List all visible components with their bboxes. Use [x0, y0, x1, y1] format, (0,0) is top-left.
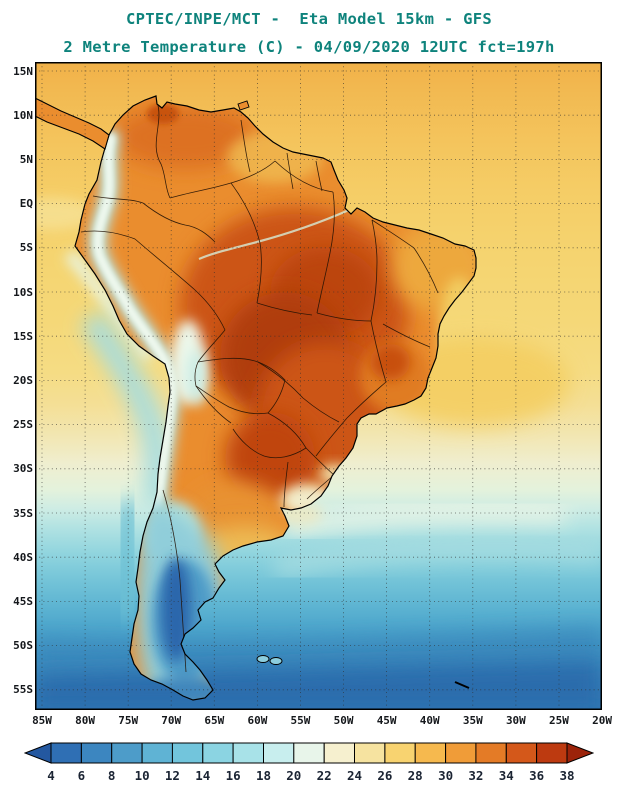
country-state-borders — [80, 101, 439, 673]
temperature-colorbar: 4 6 8 10 12 14 16 18 20 22 24 26 28 30 32 34 36 38 — [23, 742, 595, 788]
lat-label-30S: 30S — [13, 462, 33, 476]
lat-label-45S: 45S — [13, 594, 33, 608]
falkland-islands — [256, 655, 283, 665]
panama-isthmus — [34, 97, 110, 150]
lat-label-55S: 55S — [13, 683, 33, 697]
lon-label-85W: 85W — [32, 714, 52, 727]
map-title-line1: CPTEC/INPE/MCT - Eta Model 15km - GFS — [125, 10, 492, 28]
latlon-grid — [35, 62, 603, 710]
colorbar-tick-label: 24 — [347, 768, 362, 783]
colorbar-tick-label: 36 — [529, 768, 544, 783]
lat-label-10N: 10N — [13, 108, 33, 122]
lon-label-80W: 80W — [75, 714, 96, 727]
colorbar-tick-label: 22 — [317, 768, 332, 783]
colorbar-tick-label: 14 — [195, 768, 210, 783]
colorbar-tick-label: 12 — [165, 768, 180, 783]
lat-label-15S: 15S — [13, 329, 33, 343]
lat-label-EQ: EQ — [19, 197, 33, 211]
lon-label-45W: 45W — [376, 714, 397, 727]
lat-label-15N: 15N — [13, 64, 33, 78]
lon-label-25W: 25W — [549, 714, 569, 727]
lat-label-25S: 25S — [13, 418, 33, 432]
colorbar-tick-label: 10 — [135, 768, 150, 783]
colorbar-tick-label: 38 — [559, 768, 574, 783]
colorbar-tick-label: 30 — [438, 768, 453, 783]
lon-label-75W: 75W — [118, 714, 139, 727]
lon-label-55W: 55W — [290, 714, 311, 727]
temperature-map — [34, 62, 603, 710]
lon-label-35W: 35W — [462, 714, 483, 727]
colorbar-tick-label: 6 — [78, 768, 86, 783]
lat-label-40S: 40S — [13, 550, 33, 564]
lon-label-50W: 50W — [333, 714, 354, 727]
colorbar-tick-label: 32 — [468, 768, 483, 783]
trinidad-island — [237, 100, 250, 111]
lat-label-5N: 5N — [19, 152, 33, 166]
lon-label-40W: 40W — [419, 714, 440, 727]
map-border-frame — [35, 62, 602, 710]
colorbar-tick-label: 16 — [226, 768, 241, 783]
lon-label-20W: 20W — [592, 714, 612, 727]
lat-label-20S: 20S — [13, 373, 33, 387]
colorbar-tick-label: 18 — [256, 768, 271, 783]
lat-label-5S: 5S — [19, 241, 33, 255]
colorbar-tick-label: 4 — [47, 768, 55, 783]
south-georgia-island — [454, 681, 470, 689]
lon-label-65W: 65W — [204, 714, 225, 727]
lat-label-35S: 35S — [13, 506, 33, 520]
colorbar-tick-label: 26 — [377, 768, 392, 783]
map-frame — [34, 62, 603, 710]
colorbar-tick-label: 34 — [499, 768, 514, 783]
lon-label-60W: 60W — [247, 714, 268, 727]
lon-label-70W: 70W — [161, 714, 182, 727]
lat-label-10S: 10S — [13, 285, 33, 299]
colorbar-tick-label: 28 — [408, 768, 423, 783]
title-block: CPTEC/INPE/MCT - Eta Model 15km - GFS 2 … — [0, 5, 618, 61]
lat-label-50S: 50S — [13, 639, 33, 653]
colorbar-tick-label: 8 — [108, 768, 116, 783]
map-title-line2: 2 Metre Temperature (C) - 04/09/2020 12U… — [63, 38, 555, 56]
lon-label-30W: 30W — [505, 714, 526, 727]
colorbar-tick-label: 20 — [286, 768, 301, 783]
